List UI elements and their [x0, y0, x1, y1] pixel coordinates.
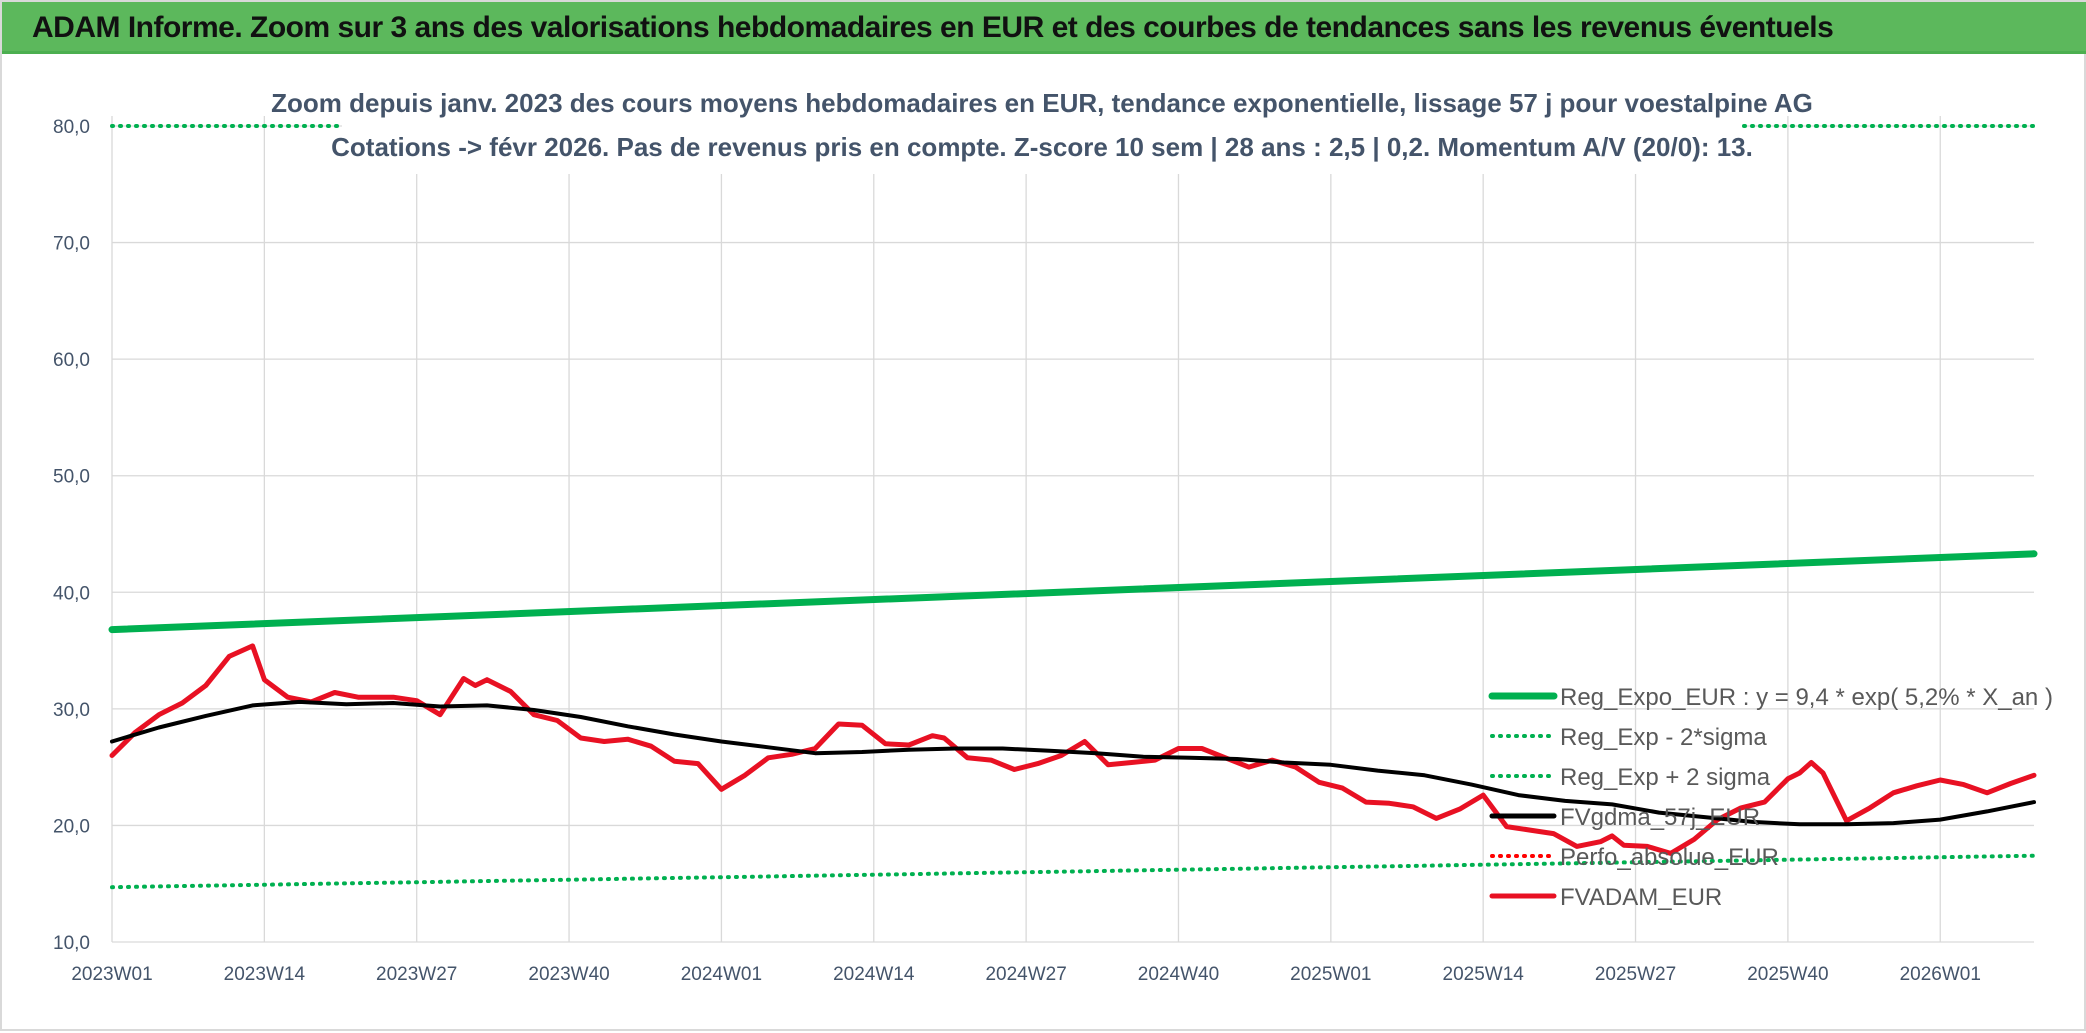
y-tick-label: 50,0	[53, 467, 90, 488]
y-tick-label: 60,0	[53, 350, 90, 371]
legend-label: Reg_Exp - 2*sigma	[1560, 724, 1767, 751]
legend-label: FVADAM_EUR	[1560, 884, 1722, 911]
x-tick-label: 2025W40	[1747, 964, 1828, 985]
y-tick-label: 40,0	[53, 583, 90, 604]
y-tick-label: 30,0	[53, 700, 90, 721]
x-tick-label: 2025W01	[1290, 964, 1371, 985]
x-tick-label: 2025W14	[1443, 964, 1525, 985]
legend-label: Reg_Expo_EUR : y = 9,4 * exp( 5,2% * X_a…	[1560, 684, 2053, 711]
x-tick-label: 2023W14	[224, 964, 306, 985]
series-line-fvadam-eur	[109, 643, 2037, 856]
y-tick-label: 80,0	[53, 117, 90, 138]
chart-title: Zoom depuis janv. 2023 des cours moyens …	[271, 78, 1813, 174]
legend-label: FVgdma_57j_EUR	[1560, 804, 1760, 831]
series-line-reg-expo-eur	[108, 550, 2038, 634]
chart-title-line-1: Zoom depuis janv. 2023 des cours moyens …	[271, 88, 1813, 118]
legend: Reg_Expo_EUR : y = 9,4 * exp( 5,2% * X_a…	[1488, 684, 2053, 911]
x-tick-label: 2023W27	[376, 964, 457, 985]
chart-title-line-2: Cotations -> févr 2026. Pas de revenus p…	[331, 132, 1753, 162]
banner-title: ADAM Informe. Zoom sur 3 ans des valoris…	[32, 11, 1834, 44]
legend-label: Perfo_absolue_EUR	[1560, 844, 1779, 871]
x-tick-label: 2024W40	[1138, 964, 1219, 985]
x-tick-label: 2026W01	[1900, 964, 1981, 985]
y-tick-label: 20,0	[53, 816, 90, 837]
x-tick-label: 2024W27	[985, 964, 1066, 985]
x-tick-label: 2024W14	[833, 964, 915, 985]
header-banner: ADAM Informe. Zoom sur 3 ans des valoris…	[2, 2, 2086, 54]
legend-label: Reg_Exp + 2 sigma	[1560, 764, 1771, 791]
axis-labels: 10,0 20,0 30,0 40,0 50,0 60,0 70,0 80,0 2023W01 2…	[53, 117, 1981, 985]
x-tick-label: 2023W40	[528, 964, 609, 985]
series-line-fvgdma-57j-eur	[110, 699, 2036, 827]
y-tick-label: 70,0	[53, 234, 90, 255]
y-tick-label: 10,0	[53, 933, 90, 954]
series-line-reg-exp	[110, 853, 2036, 890]
x-tick-label: 2024W01	[681, 964, 762, 985]
title-background	[342, 78, 1742, 174]
x-tick-label: 2023W01	[71, 964, 152, 985]
x-tick-label: 2025W27	[1595, 964, 1676, 985]
